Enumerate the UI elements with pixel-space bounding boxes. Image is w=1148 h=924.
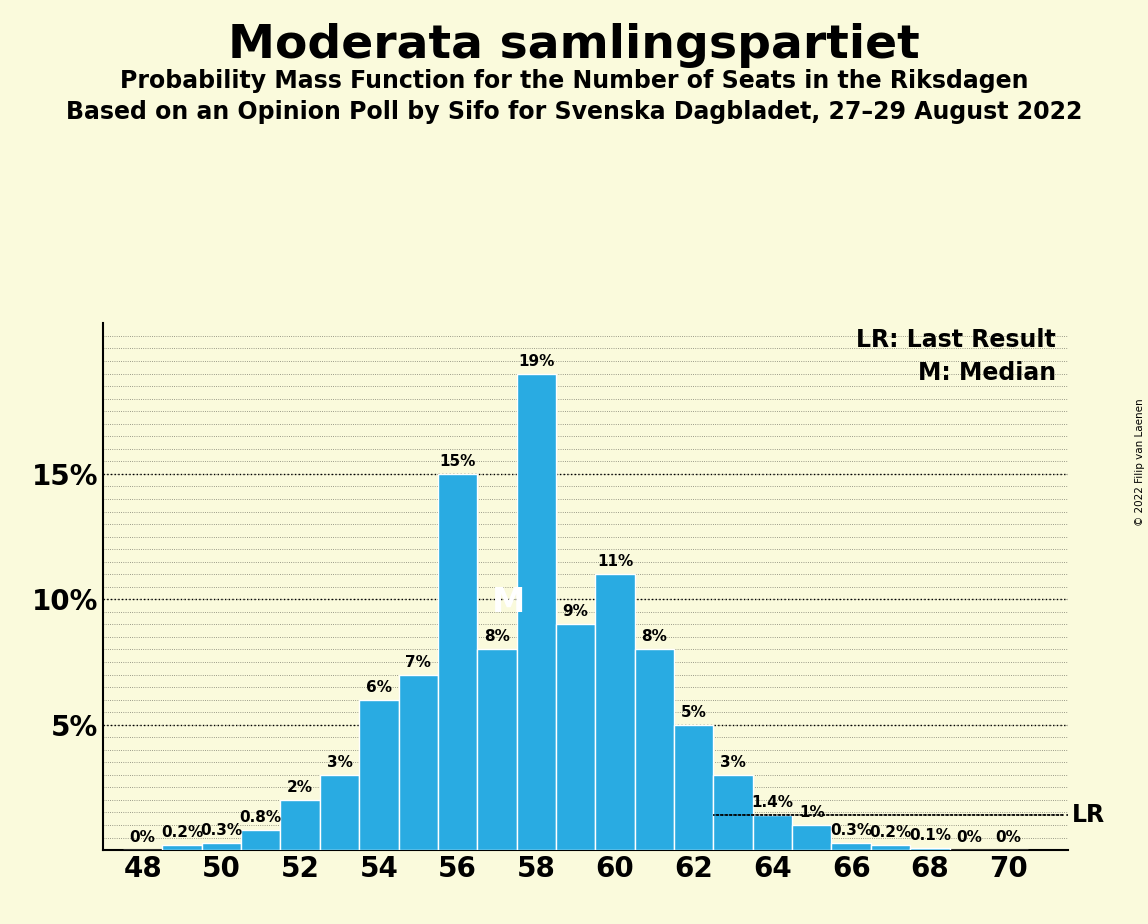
Text: 19%: 19% — [518, 354, 554, 369]
Text: 0.3%: 0.3% — [830, 822, 872, 837]
Bar — [831, 843, 871, 850]
Bar — [398, 675, 437, 850]
Text: 0.8%: 0.8% — [240, 810, 281, 825]
Text: M: M — [492, 586, 526, 619]
Text: 0%: 0% — [130, 830, 156, 845]
Text: LR: LR — [1071, 803, 1104, 827]
Text: 15%: 15% — [440, 454, 475, 468]
Bar — [596, 574, 635, 850]
Text: 0%: 0% — [956, 830, 983, 845]
Text: 8%: 8% — [484, 629, 510, 644]
Bar — [280, 800, 320, 850]
Bar — [478, 650, 517, 850]
Text: 0%: 0% — [995, 830, 1022, 845]
Bar — [674, 724, 713, 850]
Bar — [241, 830, 280, 850]
Text: Probability Mass Function for the Number of Seats in the Riksdagen: Probability Mass Function for the Number… — [119, 69, 1029, 93]
Text: 3%: 3% — [720, 755, 746, 770]
Bar — [753, 815, 792, 850]
Text: 0.3%: 0.3% — [201, 822, 242, 837]
Text: 3%: 3% — [326, 755, 352, 770]
Text: LR: Last Result: LR: Last Result — [856, 328, 1056, 352]
Text: 9%: 9% — [563, 604, 589, 619]
Text: Based on an Opinion Poll by Sifo for Svenska Dagbladet, 27–29 August 2022: Based on an Opinion Poll by Sifo for Sve… — [65, 100, 1083, 124]
Bar — [910, 847, 949, 850]
Text: 5%: 5% — [681, 705, 707, 720]
Text: M: Median: M: Median — [917, 361, 1056, 385]
Bar — [792, 825, 831, 850]
Bar — [437, 474, 478, 850]
Text: 1%: 1% — [799, 805, 824, 820]
Bar — [871, 845, 910, 850]
Bar — [713, 775, 753, 850]
Bar — [202, 843, 241, 850]
Bar — [635, 650, 674, 850]
Bar — [359, 699, 398, 850]
Bar — [556, 625, 596, 850]
Text: 11%: 11% — [597, 554, 634, 569]
Text: 2%: 2% — [287, 780, 313, 795]
Text: © 2022 Filip van Laenen: © 2022 Filip van Laenen — [1135, 398, 1145, 526]
Text: 0.1%: 0.1% — [909, 828, 951, 843]
Text: 7%: 7% — [405, 654, 432, 670]
Bar — [517, 373, 556, 850]
Text: 0.2%: 0.2% — [869, 825, 912, 840]
Text: 1.4%: 1.4% — [752, 795, 793, 810]
Bar — [320, 775, 359, 850]
Bar — [162, 845, 202, 850]
Text: 0.2%: 0.2% — [161, 825, 203, 840]
Text: Moderata samlingspartiet: Moderata samlingspartiet — [228, 23, 920, 68]
Text: 8%: 8% — [642, 629, 667, 644]
Text: 6%: 6% — [366, 679, 391, 695]
